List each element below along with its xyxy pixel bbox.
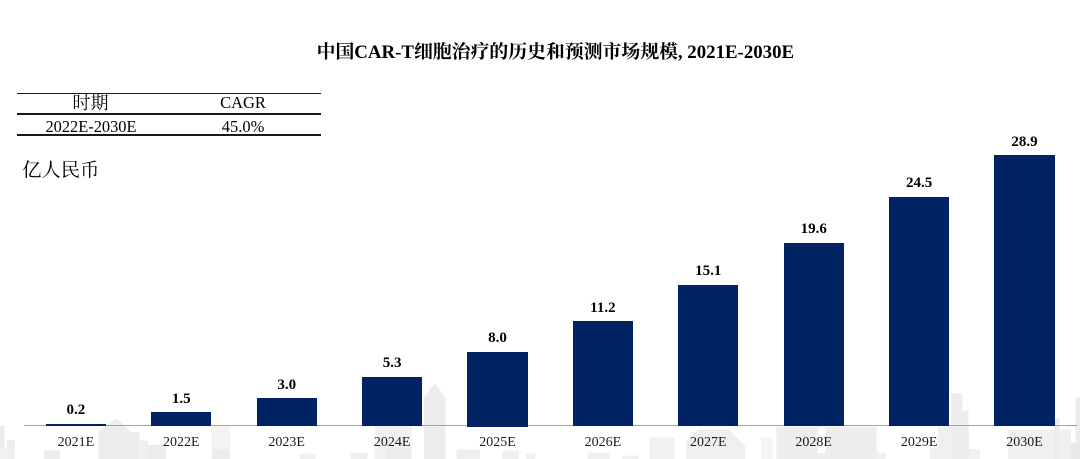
- svg-text:CAR-T: CAR-T: [354, 42, 414, 63]
- svg-text:, 2021E-2030E: , 2021E-2030E: [678, 42, 794, 63]
